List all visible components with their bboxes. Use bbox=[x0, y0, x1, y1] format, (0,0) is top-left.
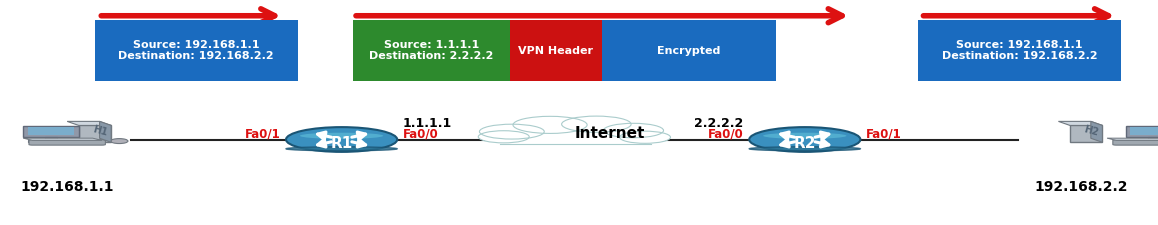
Text: Fa0/1: Fa0/1 bbox=[244, 127, 280, 140]
Ellipse shape bbox=[513, 116, 587, 133]
FancyBboxPatch shape bbox=[1126, 126, 1158, 137]
Ellipse shape bbox=[286, 147, 397, 151]
Text: Source: 1.1.1.1
Destination: 2.2.2.2: Source: 1.1.1.1 Destination: 2.2.2.2 bbox=[369, 40, 493, 61]
Text: Fa0/0: Fa0/0 bbox=[708, 127, 743, 140]
Text: VPN Header: VPN Header bbox=[519, 46, 593, 56]
Polygon shape bbox=[100, 121, 111, 142]
Text: H1: H1 bbox=[91, 125, 108, 138]
FancyBboxPatch shape bbox=[28, 140, 74, 142]
Text: R1: R1 bbox=[330, 136, 353, 151]
Ellipse shape bbox=[763, 133, 846, 139]
Text: Internet: Internet bbox=[576, 126, 645, 141]
Ellipse shape bbox=[110, 139, 127, 144]
FancyBboxPatch shape bbox=[1070, 125, 1102, 142]
Text: Source: 192.168.1.1
Destination: 192.168.2.2: Source: 192.168.1.1 Destination: 192.168… bbox=[118, 40, 274, 61]
FancyBboxPatch shape bbox=[23, 126, 79, 137]
Text: 2.2.2.2: 2.2.2.2 bbox=[694, 117, 743, 130]
FancyBboxPatch shape bbox=[29, 140, 105, 145]
Bar bbox=[95, 20, 298, 81]
FancyBboxPatch shape bbox=[28, 127, 74, 135]
Ellipse shape bbox=[300, 133, 383, 139]
Text: Fa0/0: Fa0/0 bbox=[403, 127, 439, 140]
Text: 192.168.1.1: 192.168.1.1 bbox=[21, 180, 113, 194]
Ellipse shape bbox=[478, 131, 529, 143]
Text: 1.1.1.1: 1.1.1.1 bbox=[403, 117, 453, 130]
Polygon shape bbox=[67, 121, 111, 125]
Ellipse shape bbox=[286, 127, 397, 152]
FancyBboxPatch shape bbox=[1148, 137, 1158, 140]
Polygon shape bbox=[1107, 138, 1158, 140]
Polygon shape bbox=[1058, 121, 1102, 125]
Bar bbox=[602, 20, 776, 81]
FancyBboxPatch shape bbox=[1113, 140, 1158, 145]
Ellipse shape bbox=[603, 123, 664, 138]
Text: R2: R2 bbox=[793, 136, 816, 151]
Bar bbox=[353, 20, 510, 81]
FancyBboxPatch shape bbox=[79, 125, 111, 142]
FancyBboxPatch shape bbox=[1130, 127, 1158, 135]
Polygon shape bbox=[1091, 121, 1102, 142]
Text: Encrypted: Encrypted bbox=[658, 46, 720, 56]
Text: H2: H2 bbox=[1083, 125, 1099, 138]
Text: 192.168.2.2: 192.168.2.2 bbox=[1035, 180, 1128, 194]
Ellipse shape bbox=[506, 129, 645, 143]
Ellipse shape bbox=[749, 127, 860, 152]
Bar bbox=[510, 20, 602, 81]
Ellipse shape bbox=[479, 124, 544, 139]
Text: Fa0/1: Fa0/1 bbox=[866, 127, 902, 140]
Ellipse shape bbox=[749, 147, 860, 151]
FancyBboxPatch shape bbox=[1130, 140, 1158, 142]
Text: Source: 192.168.1.1
Destination: 192.168.2.2: Source: 192.168.1.1 Destination: 192.168… bbox=[941, 40, 1098, 61]
Bar bbox=[918, 20, 1121, 81]
Ellipse shape bbox=[620, 131, 670, 143]
Polygon shape bbox=[23, 138, 102, 140]
Ellipse shape bbox=[562, 116, 631, 132]
FancyBboxPatch shape bbox=[45, 137, 57, 140]
Bar bbox=[500, 135, 651, 144]
